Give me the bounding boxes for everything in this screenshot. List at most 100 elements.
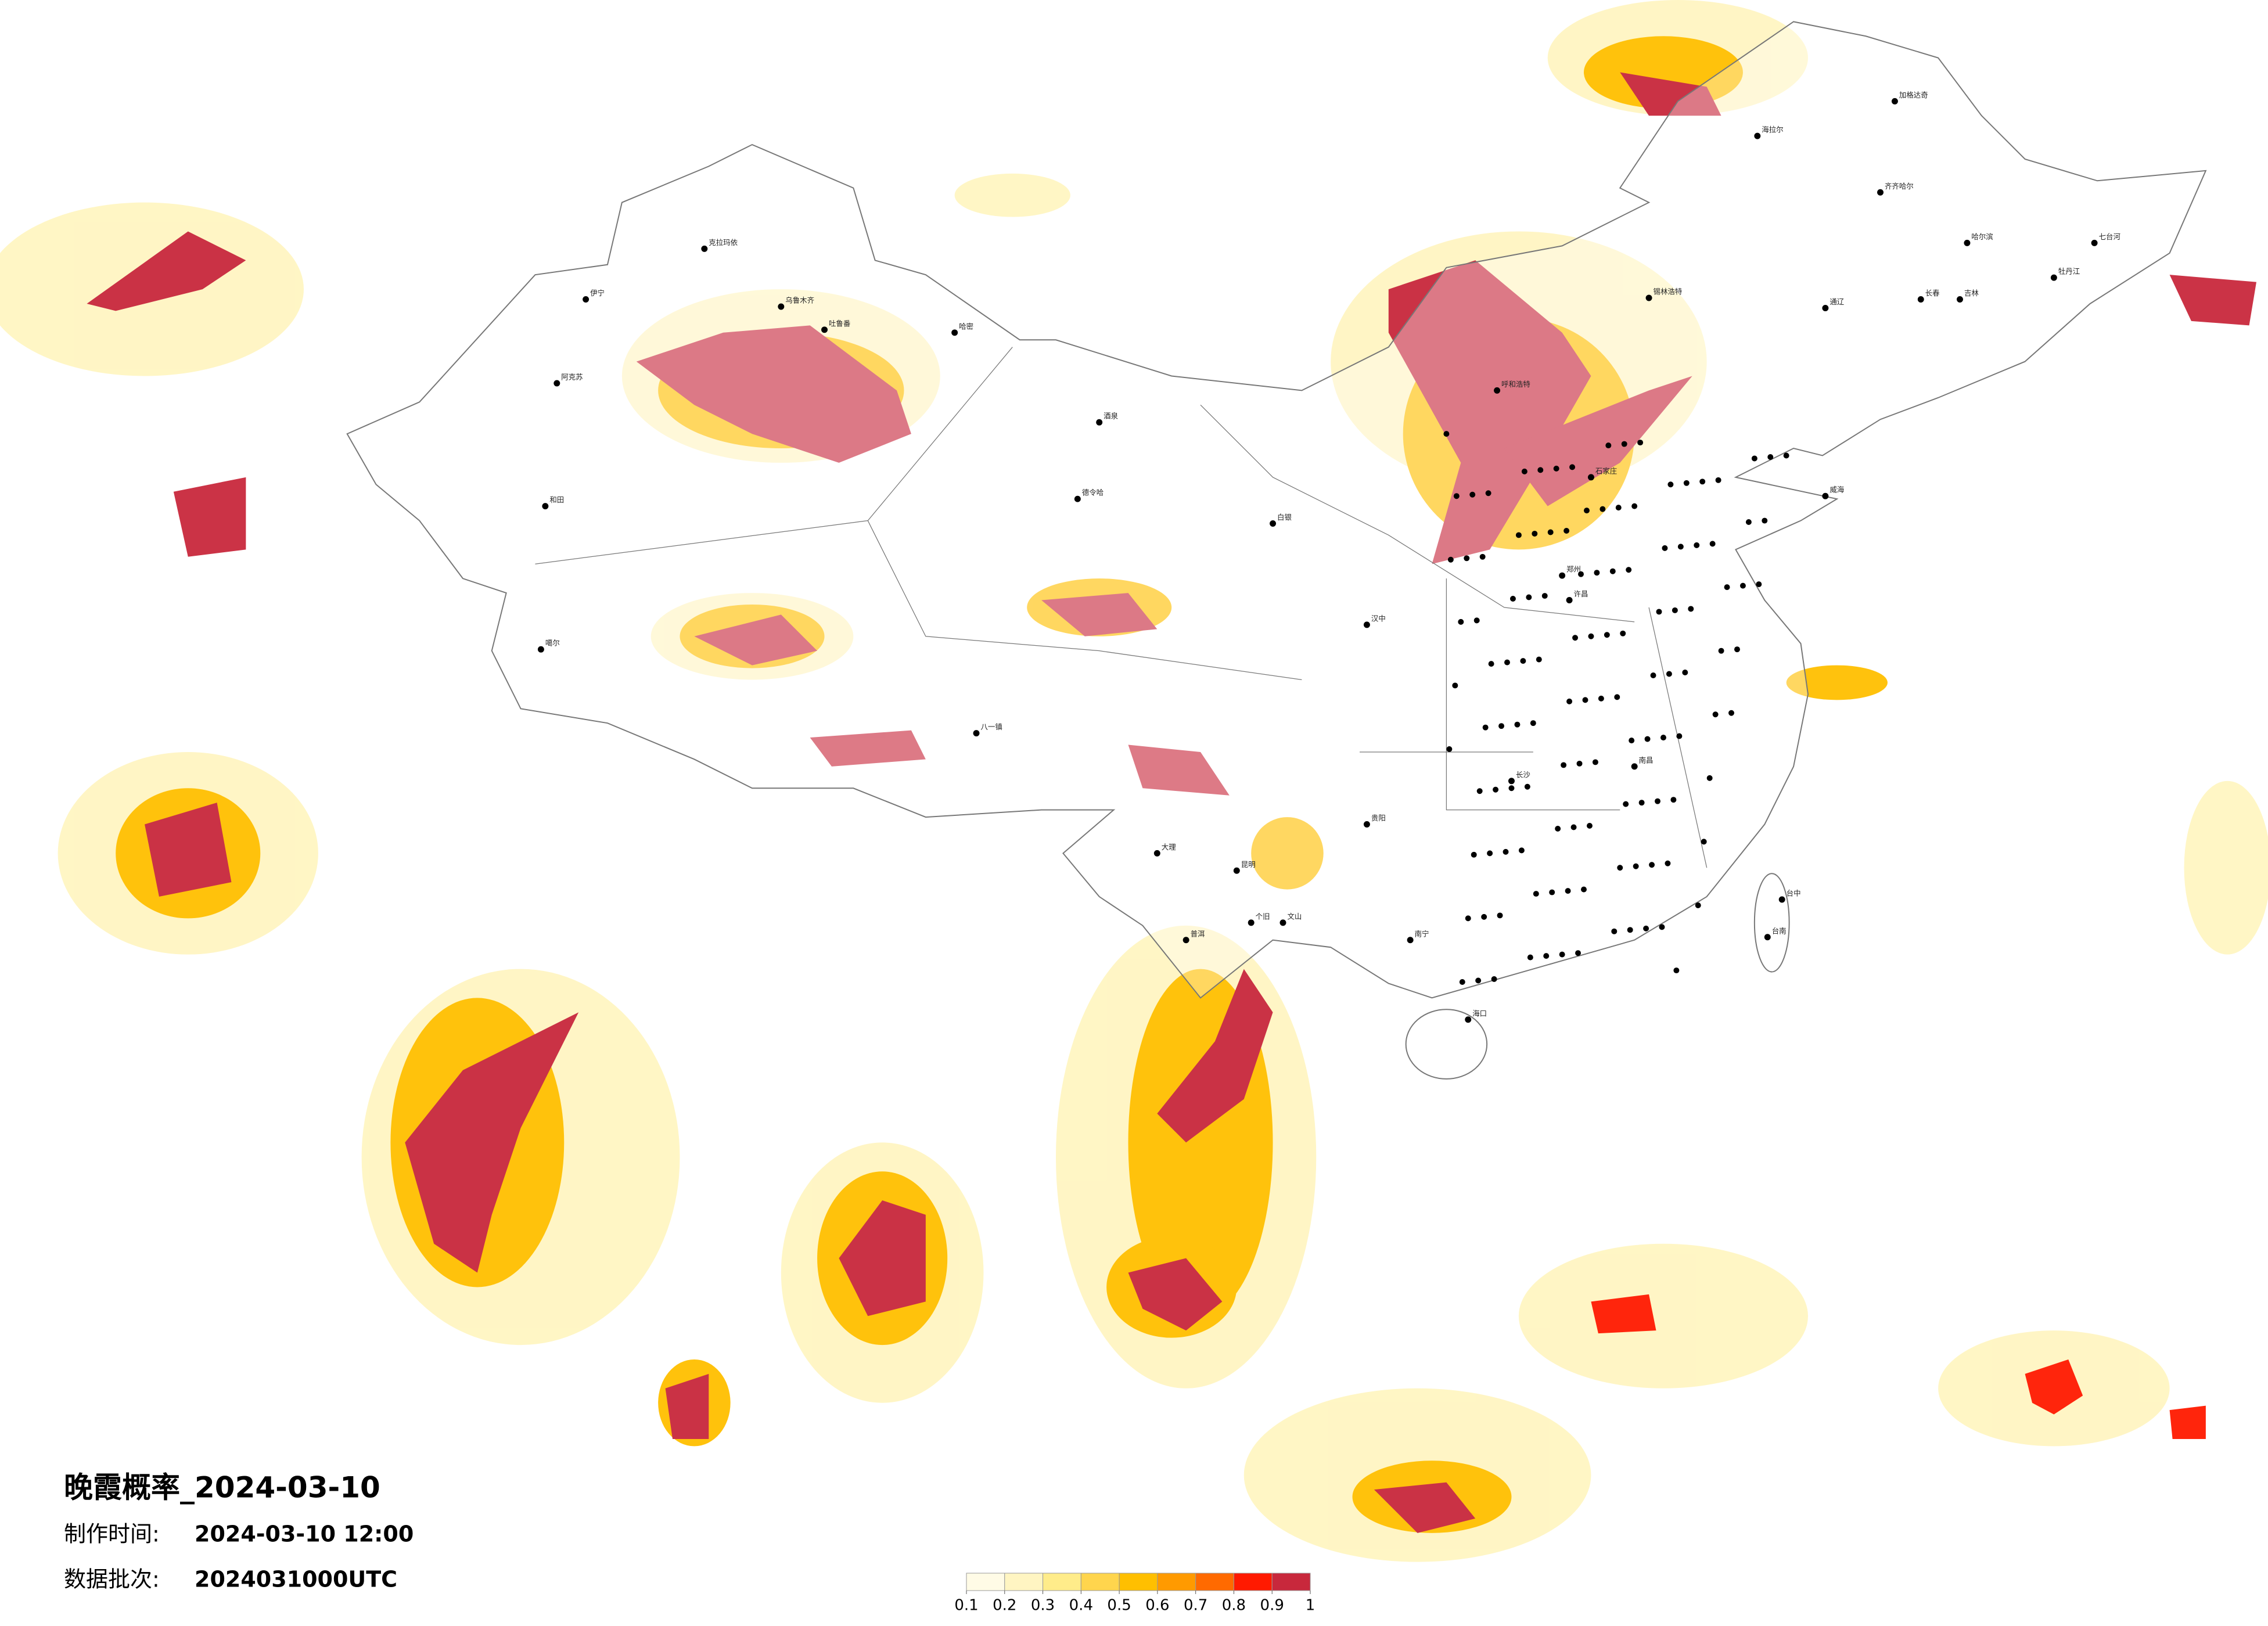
city-dot [1443,431,1450,437]
city-dot [1475,977,1482,984]
city-dot [1694,542,1700,548]
city-dot [1532,530,1538,537]
city-label: 呼和浩特 [1501,380,1530,388]
city-dot [537,646,544,653]
city-dot [1515,532,1522,538]
city-dot [1447,556,1454,563]
city-dot [1728,710,1734,716]
city-label: 郑州 [1566,565,1581,574]
city-dot [1518,847,1525,854]
city-dot [542,503,549,510]
city-dot [1549,889,1555,895]
city-dot [1488,661,1494,667]
city-dot [1487,850,1493,857]
city-dot [1604,632,1610,638]
city-dot [1709,541,1716,547]
city-label: 八一镇 [980,722,1002,731]
city-dot [973,730,980,737]
batch-value: 2024031000UTC [195,1567,397,1592]
city-dot [1778,896,1785,903]
city-dot [1559,951,1565,958]
colorbar: 0.1 0.2 0.3 0.4 0.5 0.6 0.7 0.8 0.9 1 [954,1573,1315,1614]
city-dot [1600,506,1606,512]
city-dot [1572,635,1579,641]
city-dot [1611,928,1618,934]
city-dot [1734,646,1740,653]
city-dot [1473,617,1480,624]
city-dot [1363,621,1370,628]
city-dot [1756,581,1762,588]
city-dot [1706,775,1713,781]
city-dot [1464,555,1470,562]
city-dot [1617,865,1623,871]
city-dot [1182,937,1189,944]
city-dot [1629,738,1635,744]
city-dot [1270,520,1277,527]
city-dot [553,380,560,387]
city-dot [1504,659,1510,665]
city-dot [1672,607,1678,613]
city-dot [1822,492,1829,499]
city-dot [1751,455,1757,462]
city-dot [1891,98,1898,105]
city-dot [1643,925,1649,931]
city-dot [1465,915,1471,922]
city-dot [2091,239,2098,246]
city-label: 通辽 [1830,297,1844,306]
city-dot [1279,919,1286,926]
city-dot [1650,672,1656,678]
city-dot [1526,594,1532,600]
city-dot [1576,760,1583,767]
city-dot [1667,481,1674,488]
city-dot [1578,571,1584,577]
city-label: 海拉尔 [1762,125,1783,134]
city-dot [778,303,785,310]
city-dot [821,326,828,333]
colorbar-tick-label: 0.4 [1069,1597,1093,1614]
city-dot [1508,778,1515,785]
city-label: 阿克苏 [561,372,583,381]
city-dot [1363,821,1370,828]
city-label: 海口 [1472,1009,1487,1017]
city-dot [1688,606,1694,612]
city-dot [1482,724,1489,731]
city-dot [1485,490,1491,497]
city-dot [1153,850,1160,857]
city-dot [1248,919,1255,926]
city-dot [1479,553,1486,560]
colorbar-tick-label: 0.3 [1031,1597,1055,1614]
city-dot [1453,493,1460,499]
city-label: 七台河 [2099,232,2120,241]
city-dot [1683,480,1690,486]
city-dot [583,296,590,303]
city-dot [1917,296,1924,303]
city-label: 伊宁 [590,289,605,297]
city-dot [1497,912,1503,919]
city-dot [1581,886,1587,893]
city-dot [1783,452,1789,459]
city-dot [1586,823,1593,829]
city-dot [1547,529,1554,535]
city-dot [1623,801,1629,807]
city-label: 长春 [1925,289,1940,297]
city-dot [1670,797,1677,803]
city-dot [1446,746,1453,753]
city-dot [1508,785,1515,792]
city-dot [1631,503,1638,509]
city-dot [1666,671,1672,677]
city-label: 哈密 [959,322,973,330]
city-dot [1754,132,1761,139]
city-dot [1491,976,1497,982]
city-dot [1594,570,1600,576]
city-dot [1699,479,1706,485]
city-label: 许昌 [1574,589,1588,598]
colorbar-swatch [1157,1573,1196,1591]
city-dot [1964,239,1971,246]
city-label: 台中 [1787,889,1801,898]
city-label: 台南 [1772,926,1787,935]
city-dot [951,329,958,336]
city-dot [1673,967,1680,974]
city-dot [1521,468,1527,474]
city-dot [1587,474,1594,481]
